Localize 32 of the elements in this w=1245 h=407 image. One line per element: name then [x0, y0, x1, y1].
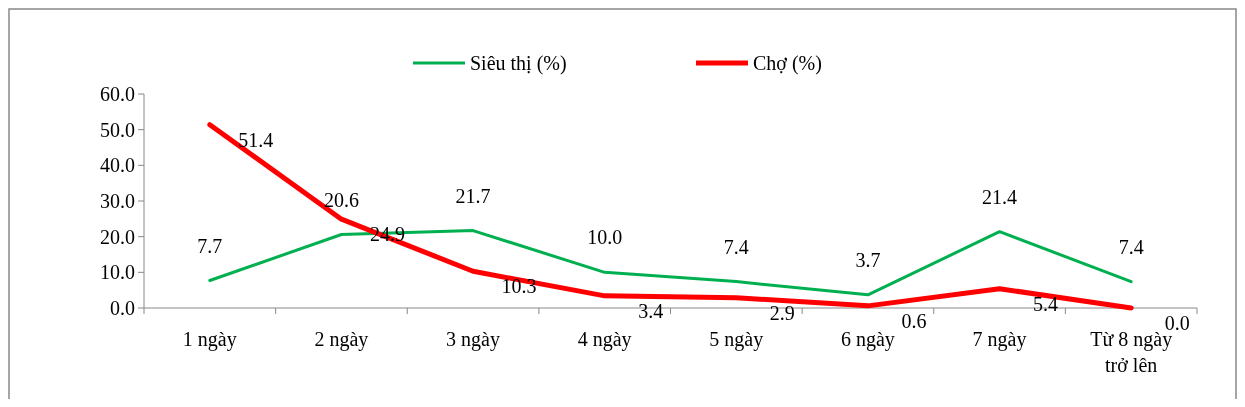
- data-label: 2.9: [769, 301, 795, 324]
- data-label: 7.4: [723, 235, 749, 258]
- x-tick-label: 6 ngày: [840, 328, 895, 351]
- x-tick-label: 5 ngày: [709, 328, 764, 351]
- data-label: 5.4: [1033, 292, 1059, 315]
- data-label: 24.9: [369, 223, 405, 246]
- data-label: 0.6: [901, 309, 927, 332]
- data-label: 21.4: [982, 185, 1018, 208]
- data-label: 3.4: [638, 299, 664, 322]
- y-tick-label: 50.0: [100, 118, 135, 141]
- y-tick-label: 0.0: [110, 297, 135, 319]
- y-tick-label: 60.0: [100, 83, 135, 105]
- x-tick-label: 4 ngày: [577, 328, 632, 351]
- data-label: 10.0: [587, 226, 623, 249]
- data-label: 3.7: [855, 248, 881, 271]
- data-label: 7.7: [197, 234, 223, 257]
- data-label: 20.6: [323, 188, 359, 211]
- legend-label: Siêu thị (%): [470, 52, 567, 75]
- data-label: 10.3: [501, 275, 537, 298]
- y-tick-label: 10.0: [100, 261, 135, 284]
- data-label: 7.4: [1118, 235, 1144, 258]
- y-tick-label: 40.0: [100, 154, 135, 177]
- x-tick-label: 7 ngày: [972, 328, 1027, 351]
- x-tick-label: 2 ngày: [314, 328, 369, 351]
- x-tick-label: 3 ngày: [446, 328, 501, 351]
- legend-label: Chợ (%): [753, 52, 822, 75]
- x-tick-label: 1 ngày: [182, 328, 237, 351]
- data-label: 51.4: [238, 128, 274, 151]
- y-tick-label: 30.0: [100, 190, 135, 212]
- data-label: 21.7: [455, 184, 491, 207]
- y-tick-label: 20.0: [100, 225, 135, 248]
- data-label: 0.0: [1164, 312, 1190, 334]
